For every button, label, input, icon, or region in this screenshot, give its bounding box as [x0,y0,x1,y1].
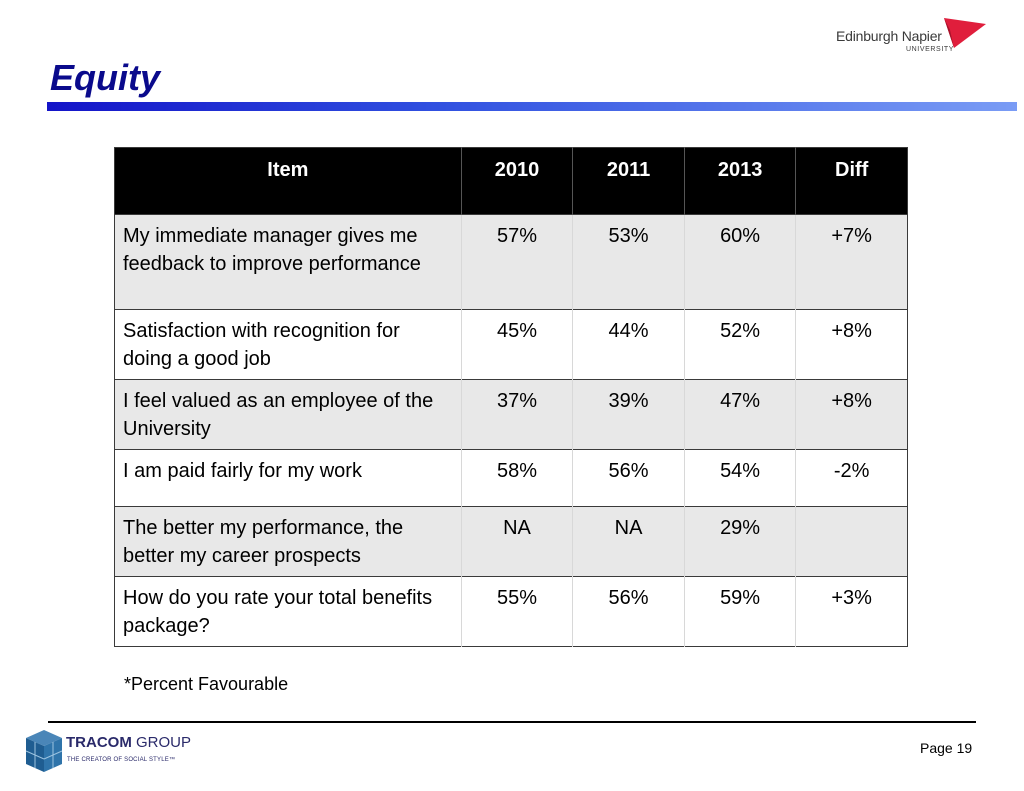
cell-item: Satisfaction with recognition for doing … [114,309,462,380]
cell-diff: +7% [795,214,908,310]
tracom-tagline: THE CREATOR OF SOCIAL STYLE™ [67,757,176,763]
equity-table: Item 2010 2011 2013 Diff My immediate ma… [114,147,908,647]
table-header-row: Item 2010 2011 2013 Diff [114,147,908,215]
cell-2010: 58% [461,449,574,507]
column-header-2013: 2013 [684,147,797,215]
cell-2011: 53% [572,214,685,310]
cell-diff: -2% [795,449,908,507]
cell-2011: 56% [572,576,685,647]
cube-icon [25,730,63,772]
cell-item: I feel valued as an employee of the Univ… [114,379,462,450]
page-title: Equity [50,57,161,98]
flag-icon [944,18,986,48]
cell-2011: NA [572,506,685,577]
university-logo-name: Edinburgh Napier [836,28,942,44]
cell-2010: NA [461,506,574,577]
title-underline-bar [47,102,1017,111]
cell-diff: +8% [795,309,908,380]
tracom-brand: TRACOM [66,734,132,751]
cell-2010: 37% [461,379,574,450]
university-logo: Edinburgh Napier UNIVERSITY [836,18,986,60]
cell-2013: 59% [684,576,797,647]
footer-divider [48,721,976,723]
cell-item: My immediate manager gives me feedback t… [114,214,462,310]
cell-2013: 60% [684,214,797,310]
cell-diff: +3% [795,576,908,647]
table-row: I feel valued as an employee of the Univ… [114,379,908,450]
tracom-logo: TRACOM GROUP THE CREATOR OF SOCIAL STYLE… [24,728,204,778]
column-header-2010: 2010 [461,147,574,215]
cell-2011: 44% [572,309,685,380]
cell-2013: 54% [684,449,797,507]
column-header-2011: 2011 [572,147,685,215]
footnote: *Percent Favourable [124,674,289,694]
cell-2010: 55% [461,576,574,647]
cell-item: How do you rate your total benefits pack… [114,576,462,647]
university-logo-subtitle: UNIVERSITY [906,46,955,53]
table-row: I am paid fairly for my work 58% 56% 54%… [114,449,908,507]
cell-2010: 57% [461,214,574,310]
column-header-diff: Diff [795,147,908,215]
page-number: Page 19 [920,740,973,756]
cell-item: The better my performance, the better my… [114,506,462,577]
column-header-item: Item [114,147,462,215]
table-row: Satisfaction with recognition for doing … [114,309,908,380]
table-row: The better my performance, the better my… [114,506,908,577]
cell-2011: 56% [572,449,685,507]
cell-2011: 39% [572,379,685,450]
cell-item: I am paid fairly for my work [114,449,462,507]
table-row: My immediate manager gives me feedback t… [114,214,908,310]
cell-diff [795,506,908,577]
cell-2013: 52% [684,309,797,380]
cell-2013: 47% [684,379,797,450]
table-row: How do you rate your total benefits pack… [114,576,908,647]
cell-diff: +8% [795,379,908,450]
tracom-brand-suffix: GROUP [136,734,192,751]
cell-2010: 45% [461,309,574,380]
cell-2013: 29% [684,506,797,577]
